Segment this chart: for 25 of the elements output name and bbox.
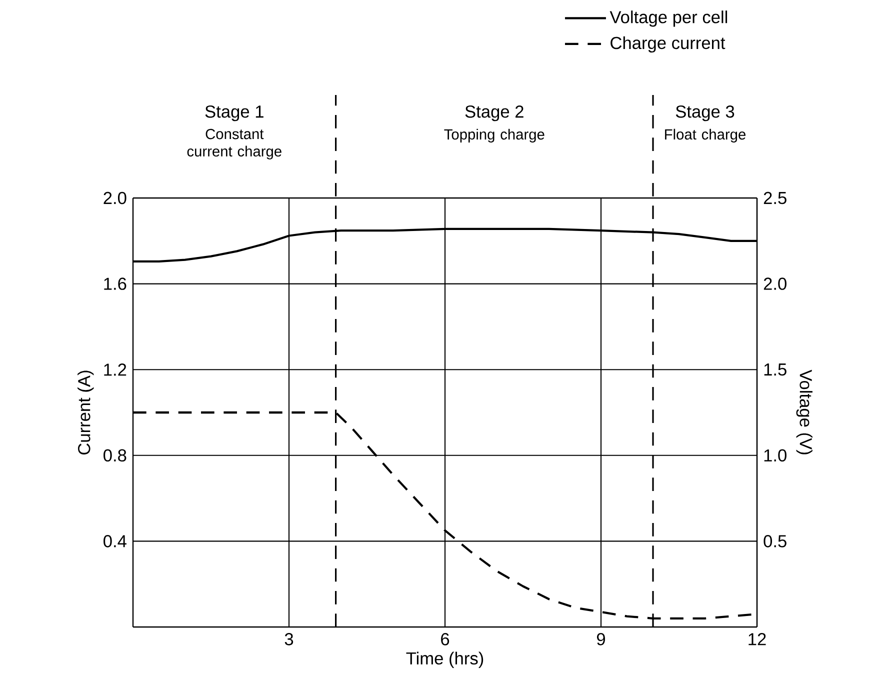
y-tick-label: 2.0 [104, 192, 126, 204]
legend-label: Charge current [610, 36, 726, 53]
y-axis-title: Current (A) [78, 370, 94, 454]
y2-tick-label: 1.5 [764, 364, 786, 376]
y-tick-label: 1.6 [104, 278, 126, 290]
text: Stage 1 [205, 105, 264, 122]
x-tick-label: 12 [748, 633, 766, 646]
text: Constant current charge [187, 128, 282, 160]
y2-tick-label: 0.5 [764, 535, 786, 548]
legend-label: Voltage per cell [610, 10, 728, 27]
text: Topping charge [444, 128, 544, 142]
y-tick-label: 0.4 [104, 535, 126, 548]
text: Stage 2 [465, 105, 524, 122]
y2-tick-label: 2.5 [764, 192, 786, 204]
y2-tick-label: 2.0 [764, 278, 786, 290]
y-tick-label: 1.2 [104, 364, 126, 376]
text: Stage 3 [676, 105, 734, 122]
x-axis-title: Time (hrs) [406, 652, 484, 668]
y-tick-label: 0.8 [104, 449, 126, 462]
y2-axis-title: Voltage (V) [796, 370, 812, 454]
x-tick-label: 3 [284, 633, 294, 646]
x-tick-label: 9 [596, 633, 606, 646]
y2-tick-label: 1.0 [764, 449, 786, 462]
text: Float charge [665, 128, 746, 142]
x-tick-label: 6 [441, 633, 450, 646]
